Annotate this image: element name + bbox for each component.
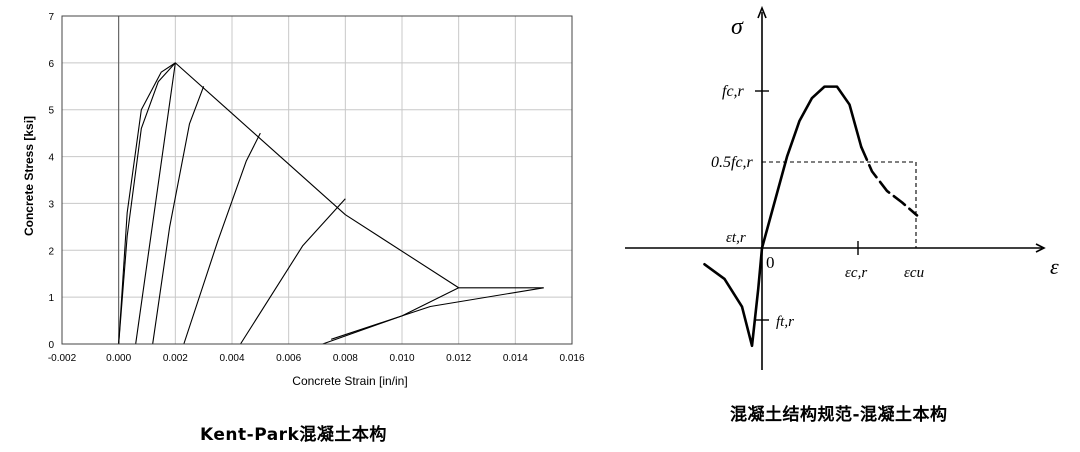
eps-cu-label: εcu [904, 265, 924, 281]
grid [61, 15, 573, 345]
series-line-4 [152, 86, 205, 345]
half-fc-label: 0.5fc,r [711, 154, 754, 171]
x-tick-label: 0.014 [503, 353, 528, 364]
x-tick-labels: -0.002 0.000 0.002 0.004 0.006 0.008 0.010 0.01… [48, 353, 585, 364]
y-axis-label: Concrete Stress [ksi] [22, 116, 36, 236]
y-tick-label: 6 [48, 59, 54, 70]
origin-label: 0 [766, 253, 775, 272]
eps-c-label: εc,r [845, 265, 867, 281]
axes [625, 5, 1046, 370]
kent-park-chart: -0.002 0.000 0.002 0.004 0.006 0.008 0.010 0.01… [22, 12, 585, 388]
x-tick-label: 0.010 [389, 353, 414, 364]
reference-lines [762, 161, 917, 248]
series-line-5 [183, 132, 261, 345]
series-line-1 [118, 62, 544, 345]
x-tick-label: -0.002 [48, 353, 77, 364]
x-tick-label: 0.002 [163, 353, 188, 364]
axis-ticks [755, 90, 859, 321]
sigma-label: σ [731, 14, 744, 40]
y-axis-arrow [757, 5, 767, 19]
y-tick-label: 5 [48, 106, 54, 117]
x-tick-label: 0.000 [106, 353, 131, 364]
series-line-2 [118, 62, 176, 345]
caption-code: 混凝土结构规范-混凝土本构 [730, 405, 948, 425]
series-line-6 [240, 198, 346, 345]
series-line-3 [135, 62, 176, 345]
y-tick-label: 7 [48, 12, 54, 23]
x-tick-label: 0.012 [446, 353, 471, 364]
y-tick-label: 1 [48, 293, 54, 304]
y-tick-labels: 0 1 2 3 4 5 6 7 [48, 12, 54, 351]
x-axis-label: Concrete Strain [in/in] [292, 374, 407, 388]
fc-label: fc,r [722, 83, 745, 100]
code-constitutive-chart: σ ε fc,r 0.5fc,r εt,r εc,r εcu ft,r 0 [625, 5, 1059, 370]
compression-curve [760, 85, 863, 250]
y-tick-label: 3 [48, 199, 54, 210]
eps-t-label: εt,r [726, 230, 746, 246]
ft-label: ft,r [776, 314, 794, 330]
x-tick-label: 0.016 [559, 353, 584, 364]
series-line-8 [330, 287, 544, 340]
x-tick-label: 0.004 [219, 353, 244, 364]
compression-dashed-curve [859, 145, 919, 217]
y-tick-label: 4 [48, 153, 54, 164]
x-tick-label: 0.006 [276, 353, 301, 364]
tension-curve [703, 246, 764, 348]
constitutive-curves [703, 85, 919, 348]
plot-frame [61, 15, 573, 345]
epsilon-label: ε [1050, 254, 1059, 279]
x-tick-label: 0.008 [333, 353, 358, 364]
y-tick-label: 0 [48, 340, 54, 351]
data-series [118, 62, 544, 345]
y-tick-label: 2 [48, 246, 54, 257]
x-axis-arrow [1035, 243, 1046, 253]
caption-kent-park: Kent-Park混凝土本构 [200, 425, 387, 445]
